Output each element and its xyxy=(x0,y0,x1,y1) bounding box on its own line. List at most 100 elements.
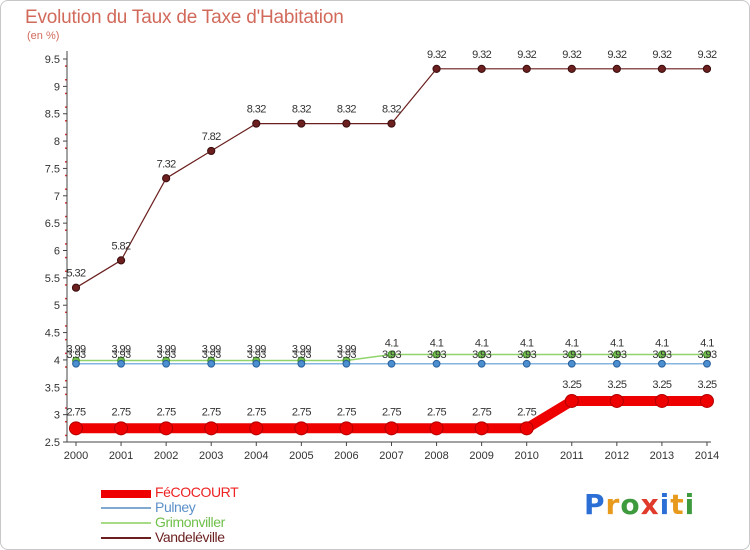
data-label-grimonviller: 4.1 xyxy=(430,337,444,349)
data-point-pulney xyxy=(432,359,441,368)
data-point-vandelville xyxy=(71,283,81,292)
y-minor-tick xyxy=(65,243,67,245)
y-tick-label: 6.5 xyxy=(45,218,60,230)
data-label-grimonviller: 3.99 xyxy=(292,343,311,355)
data-point-pulney xyxy=(72,359,80,368)
data-point-vandelville xyxy=(477,64,486,73)
data-point-grimonviller xyxy=(703,350,711,359)
data-label-vandelville: 8.32 xyxy=(382,104,401,116)
legend-swatch-grimonviller xyxy=(101,522,151,524)
data-label-grimonviller: 4.1 xyxy=(520,337,534,349)
logo-letter: i xyxy=(659,488,671,521)
data-label-fcocourt: 3.25 xyxy=(697,379,716,391)
data-point-grimonviller xyxy=(387,350,396,359)
data-point-vandelville xyxy=(297,119,306,128)
data-point-fcocourt xyxy=(339,421,354,436)
y-minor-tick xyxy=(65,407,67,409)
data-point-vandelville xyxy=(207,146,216,156)
x-tick-label: 2001 xyxy=(109,450,133,462)
data-label-fcocourt: 2.75 xyxy=(112,406,131,418)
y-minor-tick xyxy=(65,311,67,314)
y-minor-tick xyxy=(65,133,67,136)
data-label-vandelville: 9.32 xyxy=(652,49,671,61)
data-point-vandelville xyxy=(432,64,441,73)
data-point-fcocourt xyxy=(474,421,489,436)
y-tick-label: 6 xyxy=(54,246,60,258)
legend-item-vandeleville[interactable]: Vandeléville xyxy=(101,530,361,546)
data-label-fcocourt: 3.25 xyxy=(652,379,671,391)
y-tick-label: 5 xyxy=(54,300,60,312)
x-tick-label: 2004 xyxy=(244,450,268,462)
x-tick-label: 2014 xyxy=(695,450,719,462)
data-label-vandelville: 5.32 xyxy=(66,268,85,280)
data-point-vandelville xyxy=(522,64,531,73)
data-point-fcocourt xyxy=(519,421,534,436)
y-minor-tick xyxy=(65,393,67,396)
x-tick-label: 2003 xyxy=(199,450,223,462)
data-label-vandelville: 9.32 xyxy=(607,49,626,61)
x-tick-label: 2006 xyxy=(334,450,358,462)
data-label-pulney: 3.93 xyxy=(382,349,401,361)
data-label-fcocourt: 2.75 xyxy=(382,406,401,418)
data-label-grimonviller: 4.1 xyxy=(475,337,489,349)
data-label-fcocourt: 2.75 xyxy=(472,406,491,418)
axes xyxy=(66,51,711,443)
legend-swatch-fecocourt xyxy=(101,490,151,498)
data-label-pulney: 3.93 xyxy=(202,349,221,361)
data-label-grimonviller: 3.99 xyxy=(66,343,85,355)
data-label-fcocourt: 3.25 xyxy=(562,379,581,391)
data-label-vandelville: 8.32 xyxy=(337,104,356,116)
y-minor-tick xyxy=(65,420,67,423)
data-point-pulney xyxy=(522,359,531,368)
data-point-pulney xyxy=(342,359,351,368)
data-label-vandelville: 8.32 xyxy=(247,104,266,116)
data-label-grimonviller: 3.99 xyxy=(157,343,176,355)
series-line-vandelville xyxy=(75,68,707,289)
data-point-pulney xyxy=(703,359,711,368)
y-minor-tick xyxy=(65,338,67,341)
data-point-pulney xyxy=(117,359,125,368)
data-point-fcocourt xyxy=(609,393,624,408)
data-point-fcocourt xyxy=(654,393,669,408)
data-point-vandelville xyxy=(657,64,667,73)
data-label-vandelville: 9.32 xyxy=(472,49,491,61)
data-point-vandelville xyxy=(342,119,351,128)
data-point-grimonviller xyxy=(658,350,666,359)
legend-swatch-vandeleville xyxy=(101,537,151,539)
data-label-pulney: 3.93 xyxy=(697,349,716,361)
y-minor-tick xyxy=(65,79,67,81)
data-point-pulney xyxy=(252,359,261,368)
data-label-grimonviller: 4.1 xyxy=(565,337,579,349)
data-point-vandelville xyxy=(252,119,261,128)
data-label-pulney: 3.93 xyxy=(66,349,85,361)
data-point-pulney xyxy=(477,359,486,368)
logo-letter: r xyxy=(605,488,621,521)
y-tick-label: 8.5 xyxy=(45,109,60,121)
y-minor-tick xyxy=(65,284,67,286)
data-point-pulney xyxy=(162,359,171,368)
data-point-pulney xyxy=(567,359,576,368)
y-minor-tick xyxy=(65,106,67,108)
logo-letter: o xyxy=(620,488,641,521)
y-axis-ticks: 2.5 3 3.5 4 4.5 5 5.5 6 6.5 7 7.5 8 8.5 9 9.5 xyxy=(45,54,67,449)
x-tick-label: 2007 xyxy=(379,450,403,462)
data-label-fcocourt: 2.75 xyxy=(427,406,446,418)
chart-subtitle: (en %) xyxy=(27,30,60,42)
y-minor-tick xyxy=(65,92,67,95)
data-labels: 3.99 3.99 3.99 3.99 3.99 3.99 3.99 4.1 4.1 4.1 4.1… xyxy=(66,49,717,418)
legend-item-grimonviller[interactable]: Grimonviller xyxy=(101,515,361,531)
data-point-fcocourt xyxy=(294,421,309,436)
data-label-grimonviller: 3.99 xyxy=(247,343,266,355)
legend-item-fecocourt[interactable]: FéCOCOURT xyxy=(101,485,361,501)
legend-item-pulney[interactable]: Pulney xyxy=(101,500,361,516)
y-minor-tick xyxy=(65,161,67,163)
data-label-grimonviller: 4.1 xyxy=(610,337,624,349)
logo-letter: t xyxy=(670,488,685,521)
data-point-vandelville xyxy=(567,64,576,73)
data-label-grimonviller: 4.1 xyxy=(385,337,399,349)
data-label-fcocourt: 2.75 xyxy=(517,406,536,418)
data-point-fcocourt xyxy=(249,421,264,436)
chart-title: Evolution du Taux de Taxe d'Habitation xyxy=(25,7,344,28)
x-tick-label: 2011 xyxy=(560,450,584,462)
